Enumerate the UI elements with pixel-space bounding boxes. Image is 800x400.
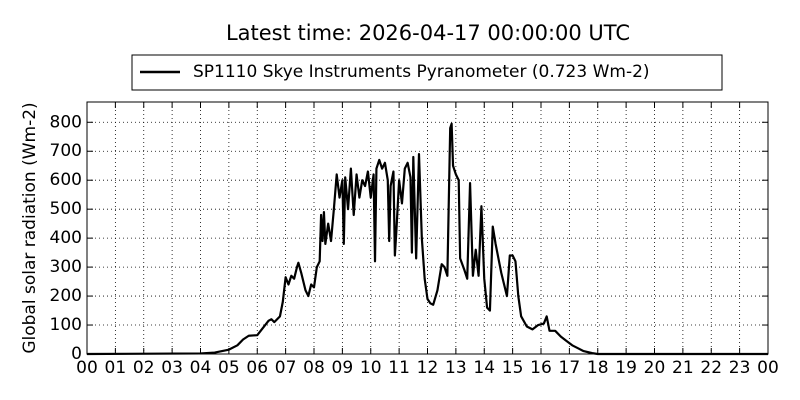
legend-box [131,54,723,91]
x-tick-label: 14 [473,358,495,378]
x-tick-label: 00 [757,358,779,378]
x-tick-label: 00 [76,358,98,378]
x-tick-label: 18 [587,358,609,378]
x-tick-label: 23 [729,358,751,378]
y-tick-label: 700 [50,141,82,161]
y-tick-label: 800 [50,112,82,132]
x-tick-label: 01 [105,358,127,378]
y-tick-label: 200 [50,286,82,306]
y-tick-label: 100 [50,315,82,335]
y-tick-label: 300 [50,257,82,277]
plot-frame [86,101,769,355]
x-tick-label: 21 [672,358,694,378]
x-tick-label: 07 [275,358,297,378]
x-tick-label: 04 [190,358,212,378]
x-tick-label: 03 [161,358,183,378]
x-tick-label: 17 [559,358,581,378]
x-tick-label: 22 [700,358,722,378]
x-tick-label: 12 [417,358,439,378]
x-tick-label: 11 [388,358,410,378]
y-tick-label: 0 [71,344,82,364]
y-tick-label: 600 [50,170,82,190]
x-tick-label: 02 [133,358,155,378]
x-tick-label: 08 [303,358,325,378]
x-tick-label: 16 [530,358,552,378]
x-tick-label: 13 [445,358,467,378]
x-tick-label: 05 [218,358,240,378]
x-tick-label: 10 [360,358,382,378]
y-tick-label: 500 [50,199,82,219]
chart-title: Latest time: 2026-04-17 00:00:00 UTC [226,21,630,45]
x-tick-label: 06 [246,358,268,378]
x-tick-label: 19 [615,358,637,378]
x-tick-label: 20 [644,358,666,378]
legend-label: SP1110 Skye Instruments Pyranometer (0.7… [193,62,650,82]
data-line [86,122,768,356]
y-axis-label: Global solar radiation (Wm-2) [20,102,40,353]
y-tick-label: 400 [50,228,82,248]
x-tick-label: 09 [332,358,354,378]
x-tick-label: 15 [502,358,524,378]
